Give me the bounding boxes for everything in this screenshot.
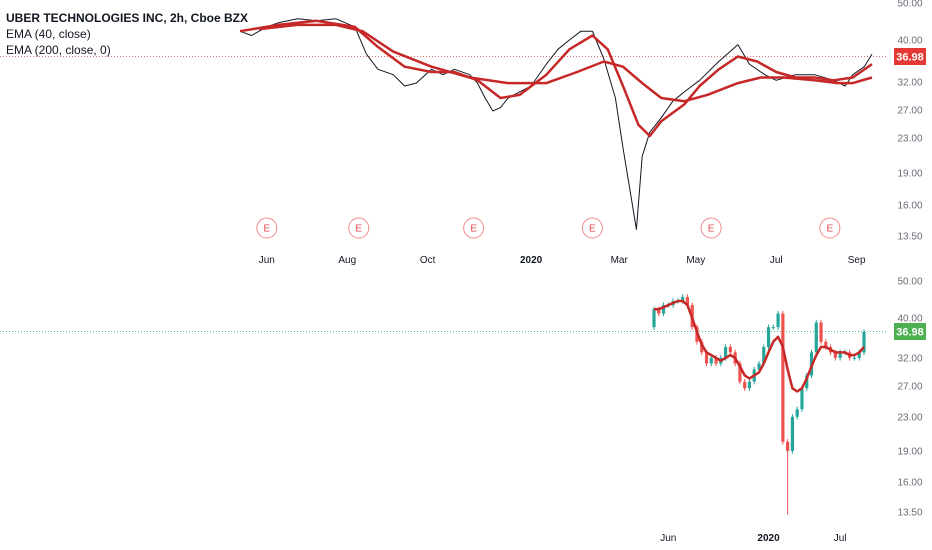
bottom-y-tick-7: 16.00 <box>897 478 922 489</box>
top-last-price-tag: 36.98 <box>894 48 926 65</box>
top-x-tick-6: Jul <box>770 255 783 266</box>
candle <box>661 302 666 317</box>
bottom-y-axis: 50.00 40.00 32.00 27.00 23.00 19.00 16.00 13.50 <box>897 277 922 519</box>
bottom-last-price-tag: 36.98 <box>894 323 926 340</box>
symbol-title[interactable]: UBER TECHNOLOGIES INC, 2h, Cboe BZX <box>6 11 249 25</box>
svg-text:E: E <box>827 224 834 235</box>
earnings-e-icon[interactable]: E <box>819 217 841 239</box>
bottom-y-tick-6: 19.00 <box>897 447 922 458</box>
top-x-tick-0: Jun <box>259 255 275 266</box>
candle <box>766 324 771 350</box>
svg-text:E: E <box>263 224 270 235</box>
bottom-y-tick-4: 27.00 <box>897 382 922 393</box>
top-last-price-value: 36.98 <box>896 52 924 64</box>
top-y-tick-8: 13.50 <box>897 232 922 243</box>
bottom-y-tick-5: 23.00 <box>897 413 922 424</box>
bottom-y-tick-1: 40.00 <box>897 314 922 325</box>
top-y-tick-3: 32.00 <box>897 78 922 89</box>
bottom-pane[interactable]: Jun 2020 Jul 50.00 40.00 32.00 27.00 23.00 19.0… <box>0 277 926 545</box>
price-series-line <box>239 18 873 230</box>
bottom-x-axis: Jun 2020 Jul <box>660 533 846 544</box>
earnings-e-icon[interactable]: E <box>700 217 722 239</box>
bottom-ema-line <box>654 299 865 393</box>
top-x-tick-2: Oct <box>420 255 436 266</box>
bottom-x-tick-0: Jun <box>660 533 676 544</box>
candle <box>728 344 732 356</box>
candle <box>781 310 785 445</box>
svg-text:E: E <box>470 224 477 235</box>
ema200-line <box>259 23 873 103</box>
ema200-legend[interactable]: EMA (200, close, 0) <box>6 43 111 57</box>
top-x-tick-7: Sep <box>848 255 866 266</box>
top-y-tick-4: 27.00 <box>897 106 922 117</box>
top-y-tick-7: 16.00 <box>897 201 922 212</box>
chart-legend: UBER TECHNOLOGIES INC, 2h, Cboe BZX EMA … <box>6 10 248 58</box>
svg-text:E: E <box>355 224 362 235</box>
candle <box>776 310 780 330</box>
bottom-y-tick-8: 13.50 <box>897 508 922 519</box>
candle <box>819 319 823 345</box>
bottom-x-tick-2: Jul <box>834 533 847 544</box>
candle <box>786 439 790 515</box>
candle <box>800 385 804 412</box>
candlestick-series <box>652 294 866 515</box>
top-x-tick-3: 2020 <box>520 255 543 266</box>
candle <box>709 355 713 367</box>
candle <box>790 414 795 454</box>
bottom-y-tick-0: 50.00 <box>897 277 922 288</box>
top-x-axis: Jun Aug Oct 2020 Mar May Jul Sep <box>259 255 866 266</box>
candle <box>862 329 866 356</box>
top-x-tick-4: Mar <box>611 255 629 266</box>
svg-text:E: E <box>589 224 596 235</box>
earnings-e-icon[interactable]: E <box>581 217 603 239</box>
top-x-tick-1: Aug <box>338 255 356 266</box>
candle <box>795 406 799 420</box>
top-x-tick-5: May <box>686 255 705 266</box>
candle <box>743 379 747 391</box>
ema40-line <box>239 19 873 138</box>
earnings-e-icon[interactable]: E <box>463 217 485 239</box>
bottom-x-tick-1: 2020 <box>757 533 780 544</box>
earnings-e-icon[interactable]: E <box>256 217 278 239</box>
candle <box>747 379 752 391</box>
top-y-tick-6: 19.00 <box>897 169 922 180</box>
ema40-legend[interactable]: EMA (40, close) <box>6 27 91 41</box>
svg-text:E: E <box>708 224 715 235</box>
top-pane[interactable]: Jun Aug Oct 2020 Mar May Jul Sep E E E E E E 50.00 40… <box>0 0 926 266</box>
top-y-tick-0: 50.00 <box>897 0 922 10</box>
top-y-tick-1: 40.00 <box>897 36 922 47</box>
top-y-tick-5: 23.00 <box>897 134 922 145</box>
earnings-e-icon[interactable]: E <box>348 217 370 239</box>
top-y-axis: 50.00 40.00 32.00 27.00 23.00 19.00 16.00 13.50 <box>897 0 922 243</box>
bottom-y-tick-3: 32.00 <box>897 354 922 365</box>
candle <box>771 324 775 330</box>
bottom-last-price-value: 36.98 <box>896 327 924 339</box>
candle <box>814 319 818 356</box>
